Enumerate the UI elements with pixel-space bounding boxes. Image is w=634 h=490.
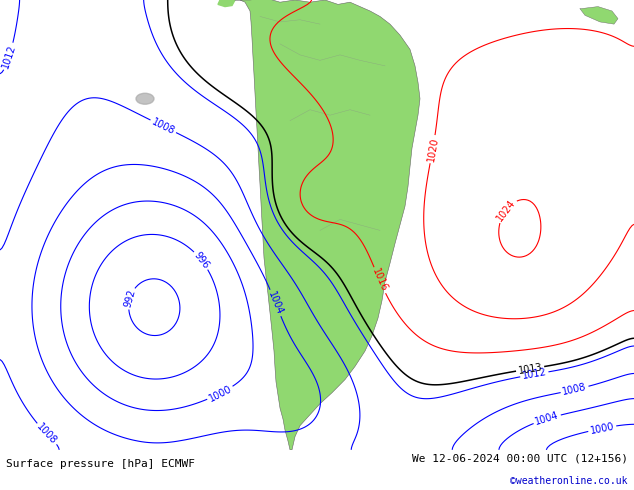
Text: 1012: 1012 [1, 43, 18, 70]
Text: 1012: 1012 [521, 367, 547, 381]
Text: 1024: 1024 [495, 197, 517, 223]
Text: 1004: 1004 [266, 290, 285, 316]
Text: Surface pressure [hPa] ECMWF: Surface pressure [hPa] ECMWF [6, 459, 195, 469]
Ellipse shape [136, 93, 154, 104]
Text: 1000: 1000 [207, 383, 233, 403]
Text: 1008: 1008 [562, 382, 588, 397]
Text: We 12-06-2024 00:00 UTC (12+156): We 12-06-2024 00:00 UTC (12+156) [411, 454, 628, 464]
Text: ©weatheronline.co.uk: ©weatheronline.co.uk [510, 476, 628, 486]
Text: 996: 996 [192, 250, 211, 270]
Text: 992: 992 [122, 288, 137, 309]
Polygon shape [580, 6, 618, 24]
Text: 1016: 1016 [370, 267, 389, 294]
Text: 1013: 1013 [517, 362, 543, 376]
Text: 1000: 1000 [589, 421, 615, 436]
Text: 1020: 1020 [425, 136, 440, 162]
Text: 1008: 1008 [35, 421, 59, 446]
Text: 1008: 1008 [150, 117, 176, 136]
Polygon shape [218, 0, 235, 6]
Polygon shape [235, 0, 420, 450]
Text: 1004: 1004 [534, 410, 560, 427]
